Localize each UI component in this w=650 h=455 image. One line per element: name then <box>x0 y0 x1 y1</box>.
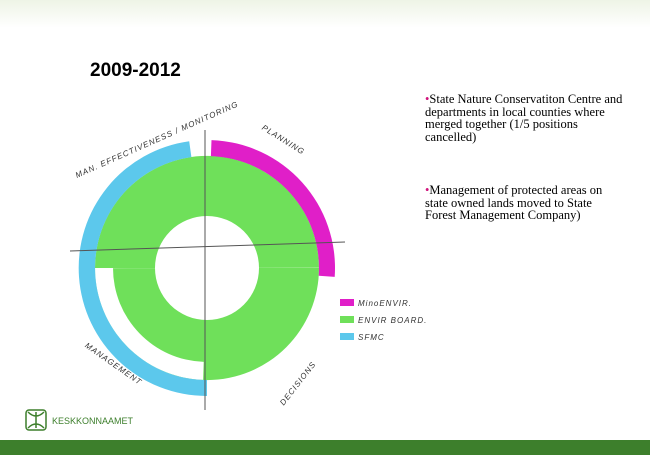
bullet: •Management of protected areas on state … <box>425 184 625 222</box>
diagram: MAN. EFFECTIVENESS / MONITORING PLANNING… <box>0 0 650 455</box>
label: PLANNING <box>260 123 306 157</box>
legend-swatch <box>340 333 354 340</box>
legend-label: ENVIR BOARD. <box>358 316 427 325</box>
legend-label: MinoENVIR. <box>358 299 412 308</box>
bullet-text: State Nature Conservatiton Centre and de… <box>425 92 622 144</box>
ring-diagram <box>79 140 335 396</box>
label: DECISIONS <box>278 360 318 407</box>
logo-text: KESKKONNAAMET <box>52 416 133 426</box>
footer-band <box>0 440 650 455</box>
slide: 2009-2012 MAN. EFFECTIVENESS / MONITORIN… <box>0 0 650 455</box>
bullet-text: Management of protected areas on state o… <box>425 183 602 222</box>
legend-swatch <box>340 299 354 306</box>
bullet: •State Nature Conservatiton Centre and d… <box>425 93 625 143</box>
logo-icon <box>26 410 46 430</box>
legend-label: SFMC <box>358 333 385 342</box>
legend-swatch <box>340 316 354 323</box>
